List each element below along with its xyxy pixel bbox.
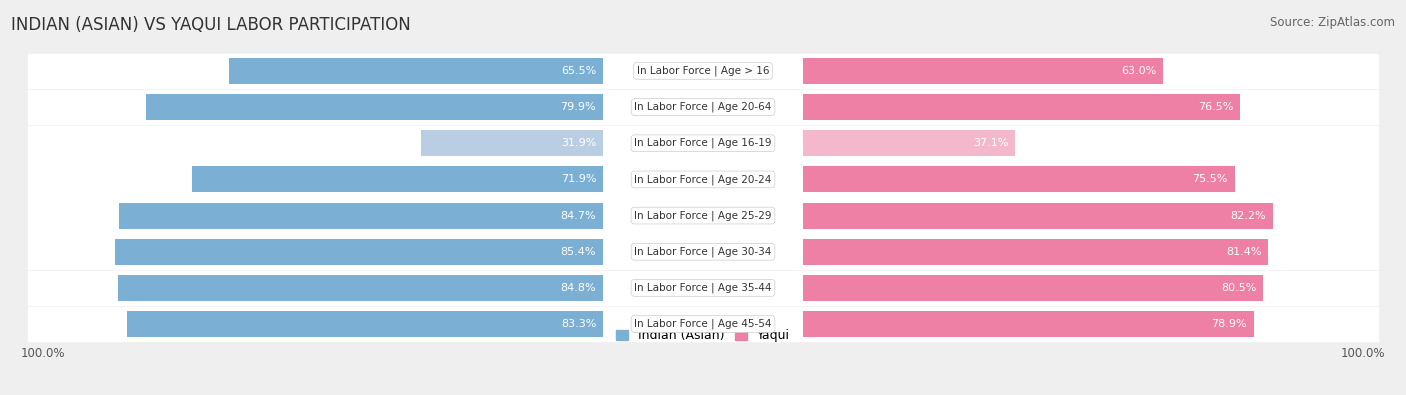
Bar	[229, 58, 603, 84]
Text: 100.0%: 100.0%	[21, 346, 66, 359]
Text: 76.5%: 76.5%	[1198, 102, 1233, 112]
Bar	[803, 166, 1234, 192]
Bar	[28, 198, 1378, 233]
Text: In Labor Force | Age 16-19: In Labor Force | Age 16-19	[634, 138, 772, 149]
Text: 100.0%: 100.0%	[1340, 346, 1385, 359]
Bar	[803, 94, 1240, 120]
Legend: Indian (Asian), Yaqui: Indian (Asian), Yaqui	[610, 324, 796, 347]
Bar	[115, 239, 603, 265]
Text: 65.5%: 65.5%	[561, 66, 596, 76]
Bar	[803, 311, 1254, 337]
Bar	[28, 307, 1378, 341]
Text: 84.8%: 84.8%	[561, 283, 596, 293]
Bar	[803, 203, 1272, 229]
Text: 85.4%: 85.4%	[561, 247, 596, 257]
Text: In Labor Force | Age 45-54: In Labor Force | Age 45-54	[634, 319, 772, 329]
Text: In Labor Force | Age > 16: In Labor Force | Age > 16	[637, 66, 769, 76]
Bar	[118, 275, 603, 301]
Text: 79.9%: 79.9%	[561, 102, 596, 112]
Text: INDIAN (ASIAN) VS YAQUI LABOR PARTICIPATION: INDIAN (ASIAN) VS YAQUI LABOR PARTICIPAT…	[11, 16, 411, 34]
Bar	[127, 311, 603, 337]
Bar	[28, 54, 1378, 88]
Text: 80.5%: 80.5%	[1220, 283, 1257, 293]
Text: In Labor Force | Age 25-29: In Labor Force | Age 25-29	[634, 210, 772, 221]
Text: 75.5%: 75.5%	[1192, 175, 1227, 184]
Text: 84.7%: 84.7%	[561, 211, 596, 220]
Text: In Labor Force | Age 35-44: In Labor Force | Age 35-44	[634, 283, 772, 293]
Bar	[193, 166, 603, 192]
Bar	[420, 130, 603, 156]
Text: 82.2%: 82.2%	[1230, 211, 1265, 220]
Text: 31.9%: 31.9%	[561, 138, 596, 148]
Text: In Labor Force | Age 30-34: In Labor Force | Age 30-34	[634, 246, 772, 257]
Bar	[803, 239, 1268, 265]
Text: In Labor Force | Age 20-24: In Labor Force | Age 20-24	[634, 174, 772, 185]
Text: 83.3%: 83.3%	[561, 319, 596, 329]
Text: 37.1%: 37.1%	[973, 138, 1008, 148]
Text: 71.9%: 71.9%	[561, 175, 596, 184]
Bar	[28, 126, 1378, 161]
Text: 63.0%: 63.0%	[1121, 66, 1156, 76]
Bar	[28, 162, 1378, 197]
Bar	[28, 90, 1378, 124]
Text: 81.4%: 81.4%	[1226, 247, 1261, 257]
Text: In Labor Force | Age 20-64: In Labor Force | Age 20-64	[634, 102, 772, 112]
Text: 78.9%: 78.9%	[1212, 319, 1247, 329]
Bar	[28, 234, 1378, 269]
Bar	[803, 275, 1263, 301]
Text: Source: ZipAtlas.com: Source: ZipAtlas.com	[1270, 16, 1395, 29]
Bar	[803, 130, 1015, 156]
Bar	[28, 271, 1378, 305]
Bar	[118, 203, 603, 229]
Bar	[803, 58, 1163, 84]
Bar	[146, 94, 603, 120]
